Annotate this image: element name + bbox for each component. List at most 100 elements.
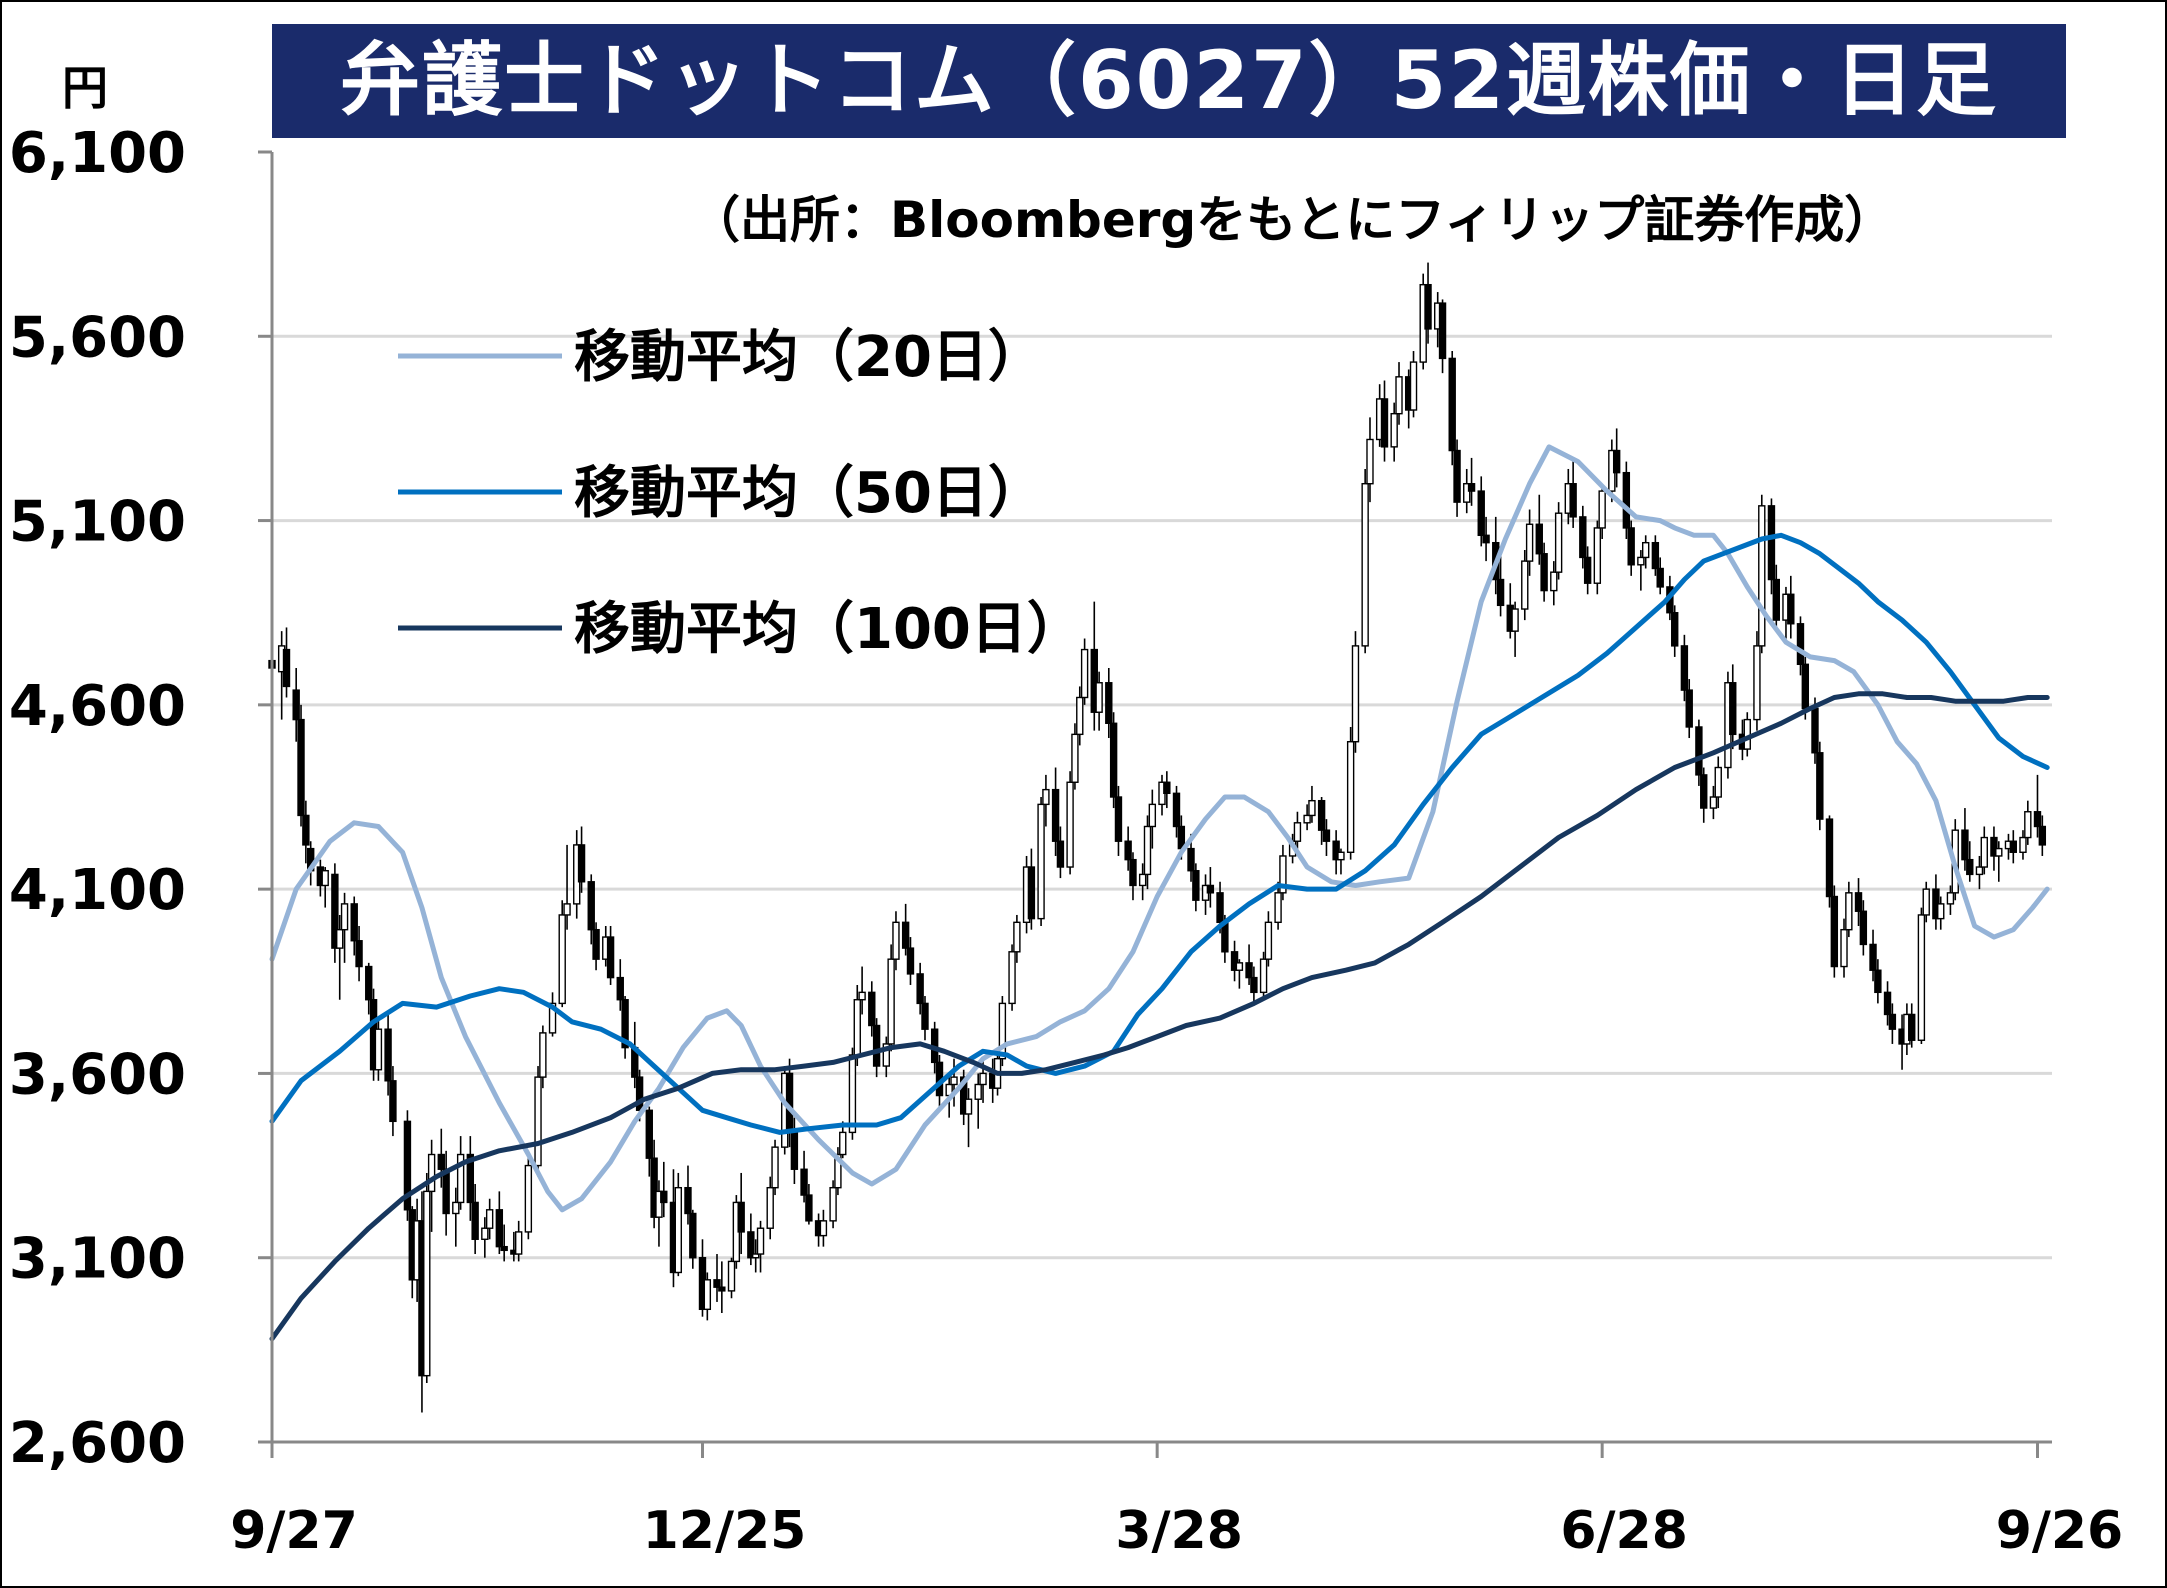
candle-body — [1700, 774, 1708, 809]
candle-body — [297, 718, 305, 817]
candle-body — [1279, 855, 1287, 894]
candle-body — [1535, 523, 1543, 555]
candle-body — [1409, 361, 1418, 411]
candle — [737, 1172, 745, 1255]
candle — [1042, 774, 1050, 827]
candle — [1303, 804, 1311, 831]
candle-body — [621, 999, 629, 1049]
candle-body — [1463, 483, 1471, 503]
y-tick-label: 3,600 — [9, 1042, 186, 1107]
candle-body — [1390, 412, 1398, 448]
legend-label: 移動平均（100日） — [574, 597, 1083, 662]
candle-body — [868, 991, 876, 1027]
candle-body — [1922, 888, 1930, 916]
candle — [539, 1025, 547, 1089]
candle-body — [1395, 376, 1403, 415]
candle — [456, 1136, 465, 1210]
candle — [1554, 502, 1563, 580]
candle — [1424, 262, 1432, 344]
candle — [858, 966, 866, 1015]
candle — [1008, 944, 1016, 1011]
candle — [437, 1128, 445, 1188]
candle-body — [1216, 892, 1224, 924]
candle-body — [1056, 840, 1065, 868]
candle-body — [1511, 608, 1519, 632]
candle — [655, 1180, 663, 1247]
candle-body — [2009, 840, 2018, 853]
candle-body — [1105, 682, 1113, 724]
candle-body — [1801, 663, 1810, 710]
candle-body — [1361, 483, 1369, 647]
candle-body — [645, 1109, 653, 1159]
candle — [374, 1018, 383, 1081]
candle-body — [1066, 781, 1074, 868]
candle-body — [1071, 733, 1079, 783]
candle — [1337, 848, 1345, 875]
y-unit-label: 円 — [62, 61, 108, 115]
candle-body — [1346, 741, 1355, 853]
candle — [1641, 535, 1650, 569]
candle — [1066, 771, 1074, 875]
candle-body — [1124, 840, 1132, 861]
candle-body — [1322, 829, 1331, 842]
candle — [500, 1224, 508, 1262]
candle-body — [1714, 766, 1722, 798]
candle — [703, 1272, 712, 1321]
candle — [766, 1176, 774, 1240]
candle-body — [1080, 648, 1089, 699]
candle-body — [1042, 788, 1050, 806]
candle — [1830, 885, 1839, 978]
candle — [292, 668, 300, 742]
candle-body — [1424, 283, 1432, 330]
x-tick-label: 6/28 — [1560, 1501, 1688, 1561]
candle-body — [1380, 398, 1389, 448]
candle-body — [689, 1212, 697, 1259]
candle — [819, 1209, 828, 1247]
candle-body — [534, 1076, 542, 1167]
candle-body — [2038, 825, 2047, 846]
candle — [1787, 575, 1795, 639]
candle-body — [1753, 645, 1761, 721]
ma50-line — [269, 532, 2050, 1135]
candle — [1163, 771, 1171, 809]
candle — [577, 826, 586, 893]
candle-body — [882, 1043, 890, 1067]
candle-body — [456, 1153, 465, 1204]
candle — [2009, 830, 2018, 864]
candle-body — [1230, 951, 1239, 971]
candle — [645, 1106, 653, 1177]
candle-body — [1966, 858, 1974, 876]
candle-body — [1448, 357, 1456, 452]
candle-body — [1453, 449, 1461, 503]
candle — [1753, 631, 1761, 731]
candle — [1051, 767, 1060, 856]
candle — [1279, 844, 1287, 901]
axes: 6,100 5,600 5,100 4,600 4,100 3,600 3,100 2,600… — [9, 121, 2123, 1561]
candle — [1700, 767, 1708, 823]
candle-body — [1274, 892, 1282, 924]
candle-body — [1192, 870, 1200, 901]
candle-body — [1259, 958, 1268, 994]
candle — [606, 926, 615, 985]
candle — [1380, 380, 1389, 462]
candle-body — [1598, 490, 1606, 529]
candle — [587, 874, 595, 945]
candle — [302, 800, 310, 864]
candle-body — [964, 1098, 973, 1115]
candle-body — [1351, 645, 1360, 743]
candle-body — [1787, 593, 1795, 625]
y-tick-label: 6,100 — [9, 121, 186, 186]
candle-body — [771, 1146, 779, 1189]
candle-body — [606, 936, 615, 979]
candle-body — [1554, 512, 1563, 573]
candle — [481, 1217, 489, 1258]
candle-body — [427, 1153, 436, 1193]
candle — [524, 1154, 533, 1240]
candle — [1056, 826, 1065, 879]
candle-body — [1946, 892, 1955, 905]
candle — [1124, 826, 1132, 871]
candle — [1709, 785, 1718, 820]
candle — [1090, 601, 1098, 731]
candle-body — [858, 991, 866, 1001]
candle-body — [442, 1168, 450, 1215]
